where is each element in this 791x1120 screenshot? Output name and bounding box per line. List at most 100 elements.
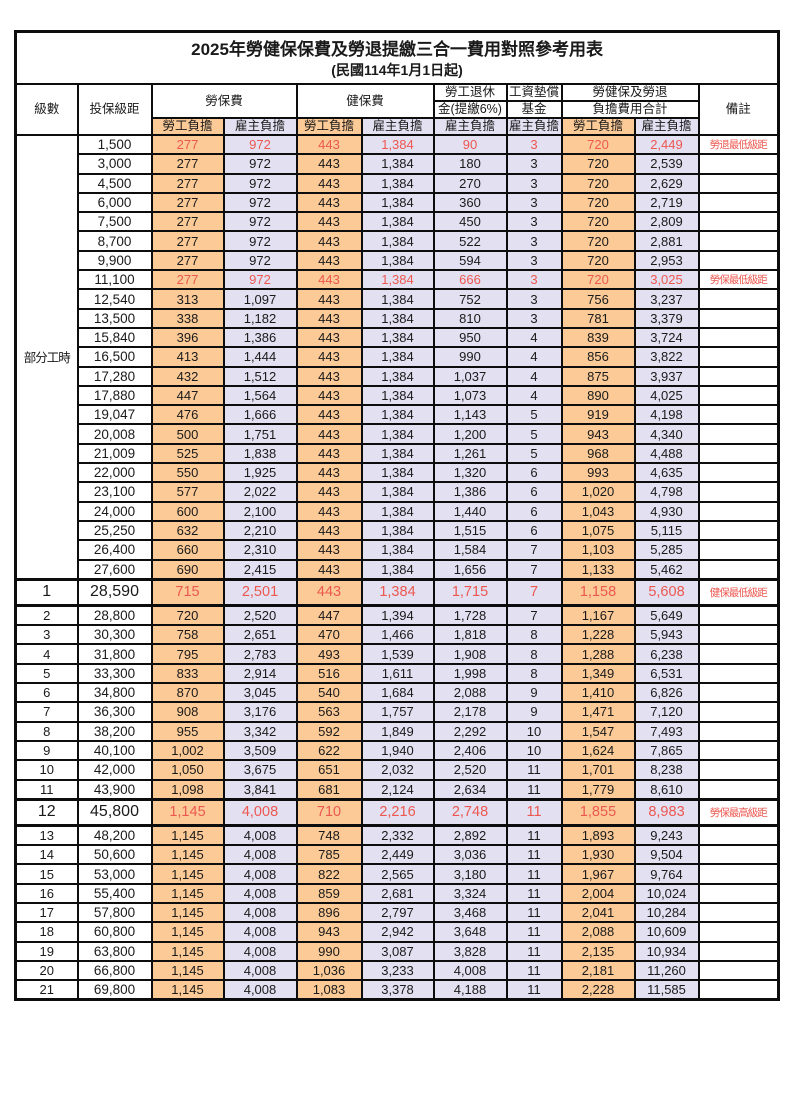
value-cell: 3,724 [633, 326, 700, 349]
value-cell: 443 [295, 133, 363, 156]
value-cell: 990 [295, 940, 363, 962]
note-cell [697, 759, 780, 781]
value-cell: 1,145 [150, 979, 225, 1001]
value-cell: 2,100 [222, 500, 298, 522]
note-cell [697, 346, 780, 368]
value-cell: 1,818 [432, 624, 508, 646]
value-cell: 3,509 [222, 739, 298, 762]
value-cell: 758 [150, 624, 225, 646]
value-cell: 432 [150, 365, 225, 387]
level-cell: 13 [14, 824, 79, 847]
value-cell: 4,798 [633, 481, 700, 503]
value-cell: 968 [560, 442, 636, 465]
value-cell: 2,124 [360, 778, 435, 801]
value-cell: 1,838 [222, 442, 298, 465]
value-cell: 1,384 [360, 172, 435, 194]
value-cell: 8,238 [633, 759, 700, 781]
value-cell: 2,953 [633, 249, 700, 272]
table-row: 25,250 632 2,210 443 1,384 1,515 6 1,075 5,115 [16, 519, 780, 542]
value-cell: 277 [150, 269, 225, 291]
value-cell: 4,188 [432, 979, 508, 1001]
note-cell [697, 384, 780, 407]
value-cell: 972 [222, 191, 298, 214]
value-cell: 1,384 [360, 153, 435, 175]
value-cell: 2,181 [560, 959, 636, 982]
table-row: 7,500 277 972 443 1,384 450 3 720 2,809 [16, 211, 780, 233]
value-cell: 11,585 [633, 979, 700, 1001]
bracket-cell: 21,009 [76, 442, 153, 465]
value-cell: 972 [222, 153, 298, 175]
value-cell: 4,008 [222, 921, 298, 943]
value-cell: 540 [295, 682, 363, 704]
value-cell: 2,565 [360, 863, 435, 885]
value-cell: 3,379 [633, 307, 700, 329]
value-cell: 1,043 [560, 500, 636, 522]
value-cell: 1,444 [222, 346, 298, 368]
value-cell: 1,145 [150, 797, 225, 827]
value-cell: 447 [295, 604, 363, 627]
value-cell: 943 [295, 921, 363, 943]
bracket-cell: 28,800 [76, 604, 153, 627]
value-cell: 3,378 [360, 979, 435, 1001]
value-cell: 4,008 [222, 901, 298, 924]
value-cell: 500 [150, 423, 225, 445]
col-header-pension-line2: 金(提繳6%) [432, 100, 508, 119]
value-cell: 993 [560, 462, 636, 484]
value-cell: 715 [150, 577, 225, 607]
table-row: 18 60,800 1,145 4,008 943 2,942 3,648 11 2,088 10… [14, 921, 780, 943]
value-cell: 277 [150, 191, 225, 214]
value-cell: 1,656 [432, 558, 508, 581]
value-cell: 1,384 [360, 577, 435, 607]
value-cell: 1,715 [432, 577, 508, 607]
table-row: 17,280 432 1,512 443 1,384 1,037 4 875 3,937 [16, 365, 780, 387]
value-cell: 2,310 [222, 539, 298, 561]
value-cell: 1,097 [222, 288, 298, 310]
value-cell: 1,261 [432, 442, 508, 465]
value-cell: 6,826 [633, 682, 700, 704]
note-cell [697, 682, 780, 704]
value-cell: 1,167 [560, 604, 636, 627]
value-cell: 7,120 [633, 701, 700, 723]
value-cell: 7 [505, 604, 563, 627]
table-row: 6 34,800 870 3,045 540 1,684 2,088 9 1,410 6,826 [14, 682, 780, 704]
table-row: 部分工時 1,500 277 972 443 1,384 90 3 720 2,449 勞退最低級距 [14, 133, 780, 581]
value-cell: 476 [150, 404, 225, 426]
value-cell: 4 [505, 326, 563, 349]
value-cell: 781 [560, 307, 636, 329]
value-cell: 1,384 [360, 211, 435, 233]
note-cell [697, 979, 780, 1001]
note-cell [697, 921, 780, 943]
subheader-total-employer: 雇主負擔 [633, 117, 700, 136]
level-cell: 21 [14, 979, 79, 1001]
value-cell: 9,243 [633, 824, 700, 847]
value-cell: 1,512 [222, 365, 298, 387]
table-row: 8,700 277 972 443 1,384 522 3 720 2,881 [16, 230, 780, 252]
value-cell: 443 [295, 577, 363, 607]
note-cell [697, 481, 780, 503]
note-cell [697, 365, 780, 387]
value-cell: 795 [150, 643, 225, 665]
note-cell [697, 624, 780, 646]
note-cell [697, 824, 780, 847]
value-cell: 2,292 [432, 720, 508, 742]
value-cell: 277 [150, 249, 225, 272]
value-cell: 710 [295, 797, 363, 827]
value-cell: 10 [505, 739, 563, 762]
value-cell: 4,008 [222, 863, 298, 885]
value-cell: 1,998 [432, 662, 508, 685]
value-cell: 870 [150, 682, 225, 704]
value-cell: 9 [505, 682, 563, 704]
table-row: 4 31,800 795 2,783 493 1,539 1,908 8 1,288 6,238 [14, 643, 780, 665]
value-cell: 2,449 [360, 844, 435, 866]
value-cell: 270 [432, 172, 508, 194]
value-cell: 3 [505, 172, 563, 194]
note-cell [697, 643, 780, 665]
value-cell: 1,228 [560, 624, 636, 646]
value-cell: 443 [295, 191, 363, 214]
value-cell: 3,675 [222, 759, 298, 781]
value-cell: 10 [505, 720, 563, 742]
value-cell: 8 [505, 662, 563, 685]
value-cell: 785 [295, 844, 363, 866]
table-row: 17 57,800 1,145 4,008 896 2,797 3,468 11 2,041 10… [14, 901, 780, 924]
value-cell: 2,032 [360, 759, 435, 781]
